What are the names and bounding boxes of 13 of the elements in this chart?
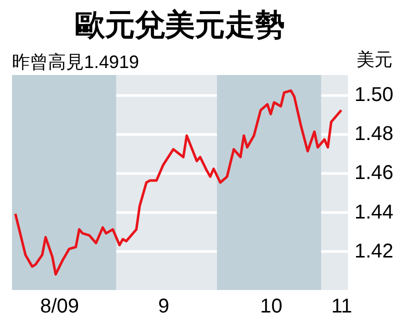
- y-tick-label: 1.46: [354, 162, 394, 184]
- line-series: [14, 89, 343, 276]
- y-tick-label: 1.48: [354, 123, 394, 146]
- chart-subtitle: 昨曾高見1.4919: [12, 52, 140, 72]
- x-tick-label: 10: [260, 296, 282, 318]
- y-tick-label: 1.50: [354, 84, 394, 106]
- chart-title: 歐元兌美元走勢: [75, 8, 285, 42]
- x-tick-label: 8/09: [40, 296, 80, 318]
- x-tick-label: 11: [331, 296, 352, 318]
- x-tick-label: 9: [158, 296, 170, 318]
- y-tick-label: 1.44: [354, 201, 394, 224]
- y-tick-label: 1.42: [354, 240, 394, 262]
- y-axis-title: 美元: [356, 50, 392, 70]
